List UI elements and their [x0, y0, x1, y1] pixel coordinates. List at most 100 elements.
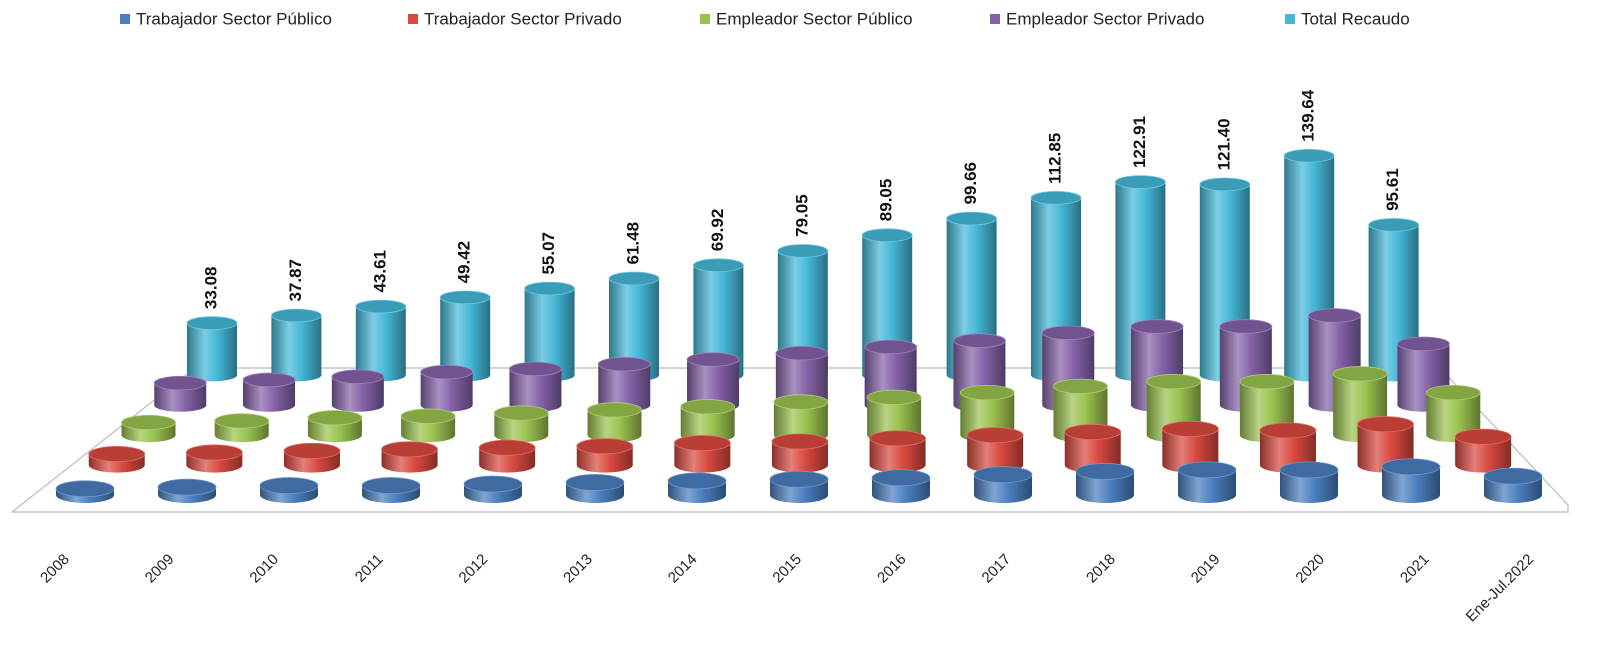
cylinder-top	[1177, 461, 1237, 479]
legend-swatch	[1285, 14, 1295, 24]
cylinder-top	[1219, 319, 1273, 334]
cylinder	[355, 306, 406, 382]
cylinder	[1178, 469, 1236, 503]
cylinder-top	[773, 394, 829, 410]
cylinder-top	[680, 399, 736, 415]
cylinder	[872, 477, 930, 503]
cylinder-top	[1332, 366, 1388, 382]
cylinder-top	[777, 244, 829, 258]
x-tick-label: 2018	[1083, 551, 1119, 587]
value-label: 112.85	[1045, 133, 1064, 184]
cylinder-top	[283, 442, 341, 459]
cylinder-top	[576, 438, 634, 455]
cylinder	[1382, 466, 1440, 503]
x-tick-label: 2009	[142, 551, 178, 587]
value-label: 61.48	[623, 222, 642, 265]
cylinder-top	[667, 472, 727, 490]
cylinder-top	[270, 308, 322, 323]
legend-label: Empleador Sector Público	[716, 9, 913, 28]
cylinder-top	[973, 466, 1033, 483]
cylinder	[440, 297, 491, 382]
cylinder-top	[1041, 325, 1095, 340]
cylinder	[56, 488, 114, 503]
x-tick-label: 2020	[1292, 551, 1328, 587]
cylinder-top	[1308, 308, 1362, 323]
value-label: 122.91	[1130, 116, 1149, 168]
cylinder-top	[959, 385, 1015, 401]
cylinder	[693, 265, 744, 382]
x-tick-label: 2012	[456, 551, 492, 587]
cylinder-top	[966, 427, 1024, 444]
cylinder-top	[524, 281, 575, 296]
cylinder-top	[1064, 424, 1122, 441]
cylinder	[214, 420, 269, 443]
cylinder-top	[242, 372, 296, 388]
cylinder	[158, 487, 216, 503]
cylinder-top	[1075, 463, 1135, 480]
cylinder-top	[355, 299, 407, 314]
cylinder-top	[185, 444, 243, 461]
cylinder-top	[1483, 467, 1543, 485]
cylinder-top	[439, 290, 491, 305]
value-label: 43.61	[370, 250, 389, 293]
cylinder-top	[1161, 420, 1219, 437]
value-label: 99.66	[961, 162, 980, 205]
cylinder	[687, 359, 740, 412]
x-tick-label: 2008	[37, 551, 73, 587]
cylinder	[770, 479, 828, 503]
cylinder	[674, 443, 731, 473]
legend-label: Trabajador Sector Público	[136, 9, 332, 28]
cylinder	[1064, 432, 1121, 473]
cylinder-top	[686, 352, 740, 367]
cylinder	[1280, 469, 1338, 503]
cylinder	[869, 438, 926, 473]
cylinder-top	[1279, 461, 1339, 479]
cylinder	[186, 452, 243, 473]
cylinder	[524, 288, 575, 382]
value-label: 95.61	[1383, 168, 1402, 211]
cylinder	[283, 450, 340, 473]
cylinder-top	[88, 446, 146, 463]
cylinder-top	[1053, 378, 1108, 394]
x-tick-label: 2016	[874, 551, 910, 587]
cylinder	[121, 422, 176, 443]
cylinder-top	[1454, 428, 1512, 445]
cylinder-top	[864, 339, 918, 355]
cylinder	[479, 447, 536, 473]
cylinder	[494, 413, 549, 443]
cylinder	[88, 454, 145, 473]
cylinder-top	[871, 469, 931, 487]
cylinder-top	[869, 430, 926, 447]
x-tick-label: 2015	[769, 551, 805, 587]
cylinder-top	[1030, 191, 1082, 205]
cylinder-top	[121, 414, 176, 431]
cylinder-top	[493, 405, 549, 421]
cylinder	[1455, 436, 1512, 473]
cylinder-top	[1368, 218, 1419, 232]
cylinder-top	[861, 228, 913, 242]
x-tick-label: 2011	[352, 551, 387, 586]
cylinder	[598, 364, 651, 412]
cylinder-top	[214, 413, 270, 429]
x-tick-label: 2017	[979, 551, 1015, 587]
legend-label: Total Recaudo	[1301, 9, 1410, 28]
cylinder	[680, 406, 735, 443]
cylinder	[668, 480, 726, 503]
cylinder-top	[775, 345, 829, 361]
x-tick-label: 2014	[665, 551, 701, 587]
cylinder-top	[1381, 458, 1441, 476]
cylinder	[609, 278, 659, 382]
cylinder-top	[157, 478, 217, 496]
cylinder-top	[400, 408, 456, 424]
cylinder-top	[478, 439, 536, 456]
cylinder	[154, 383, 207, 412]
cylinder-top	[693, 258, 744, 273]
cylinder-top	[259, 477, 319, 494]
x-tick-label: 2013	[560, 551, 596, 587]
cylinder	[1076, 471, 1134, 503]
x-tick-label: 2010	[246, 551, 282, 587]
cylinder-top	[509, 361, 562, 377]
value-label: 49.42	[455, 241, 474, 284]
cylinder-top	[673, 435, 731, 452]
value-label: 33.08	[201, 267, 220, 310]
